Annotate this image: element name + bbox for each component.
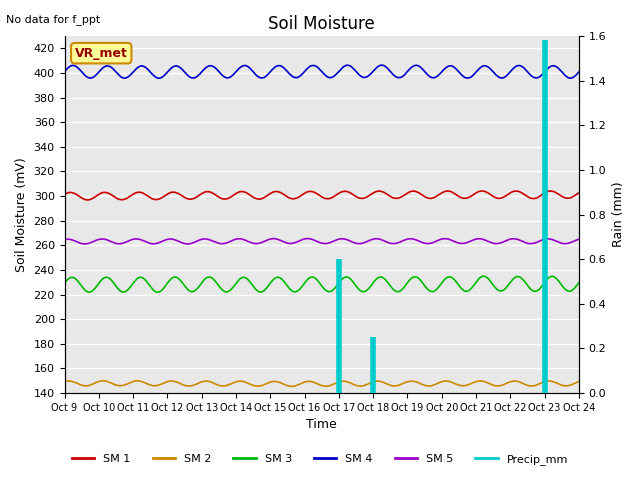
Text: VR_met: VR_met	[75, 47, 128, 60]
Text: No data for f_ppt: No data for f_ppt	[6, 14, 100, 25]
X-axis label: Time: Time	[307, 419, 337, 432]
Legend: SM 1, SM 2, SM 3, SM 4, SM 5, Precip_mm: SM 1, SM 2, SM 3, SM 4, SM 5, Precip_mm	[68, 450, 572, 469]
Y-axis label: Rain (mm): Rain (mm)	[612, 182, 625, 247]
Y-axis label: Soil Moisture (mV): Soil Moisture (mV)	[15, 157, 28, 272]
Title: Soil Moisture: Soil Moisture	[268, 15, 375, 33]
